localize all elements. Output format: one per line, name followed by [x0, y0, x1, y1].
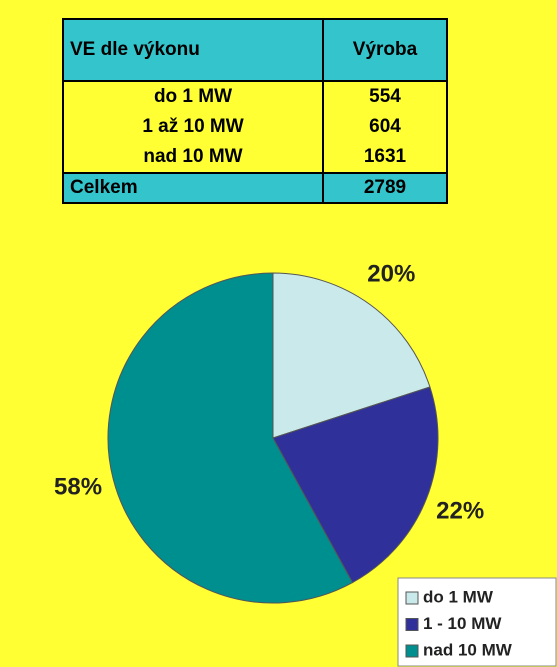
slice-label: 58% — [54, 473, 102, 500]
legend-swatch — [405, 618, 419, 631]
cell: 554 — [322, 81, 448, 112]
row: 1 až 10 MW 604 — [62, 112, 448, 142]
cell: 1631 — [322, 142, 448, 173]
footer-cell: Celkem — [62, 172, 324, 204]
legend-label: nad 10 MW — [423, 640, 513, 659]
legend-box — [397, 577, 557, 667]
cell: nad 10 MW — [62, 142, 324, 173]
header-cell: VE dle výkonu — [62, 18, 324, 82]
footer-cell: 2789 — [322, 172, 448, 204]
summary-table: VE dle výkonu Výroba do 1 MW 554 1 až 10… — [62, 18, 448, 204]
slice-label: 20% — [367, 260, 415, 287]
header-row: VE dle výkonu Výroba — [62, 18, 448, 82]
cell: do 1 MW — [62, 81, 324, 112]
pie-slice — [272, 272, 431, 439]
legend-swatch — [405, 591, 419, 605]
row: do 1 MW 554 — [62, 81, 448, 112]
legend-swatch — [405, 644, 419, 658]
legend-label: 1 - 10 MW — [423, 614, 502, 633]
slice-label: 22% — [436, 497, 484, 524]
pie-slice — [272, 386, 439, 584]
footer-row: Celkem 2789 — [62, 172, 448, 204]
header-cell: Výroba — [322, 18, 448, 82]
row: nad 10 MW 1631 — [62, 142, 448, 173]
legend-label: do 1 MW — [423, 587, 494, 606]
pie-slice — [107, 272, 354, 604]
cell: 604 — [322, 112, 448, 142]
cell: 1 až 10 MW — [62, 112, 324, 142]
